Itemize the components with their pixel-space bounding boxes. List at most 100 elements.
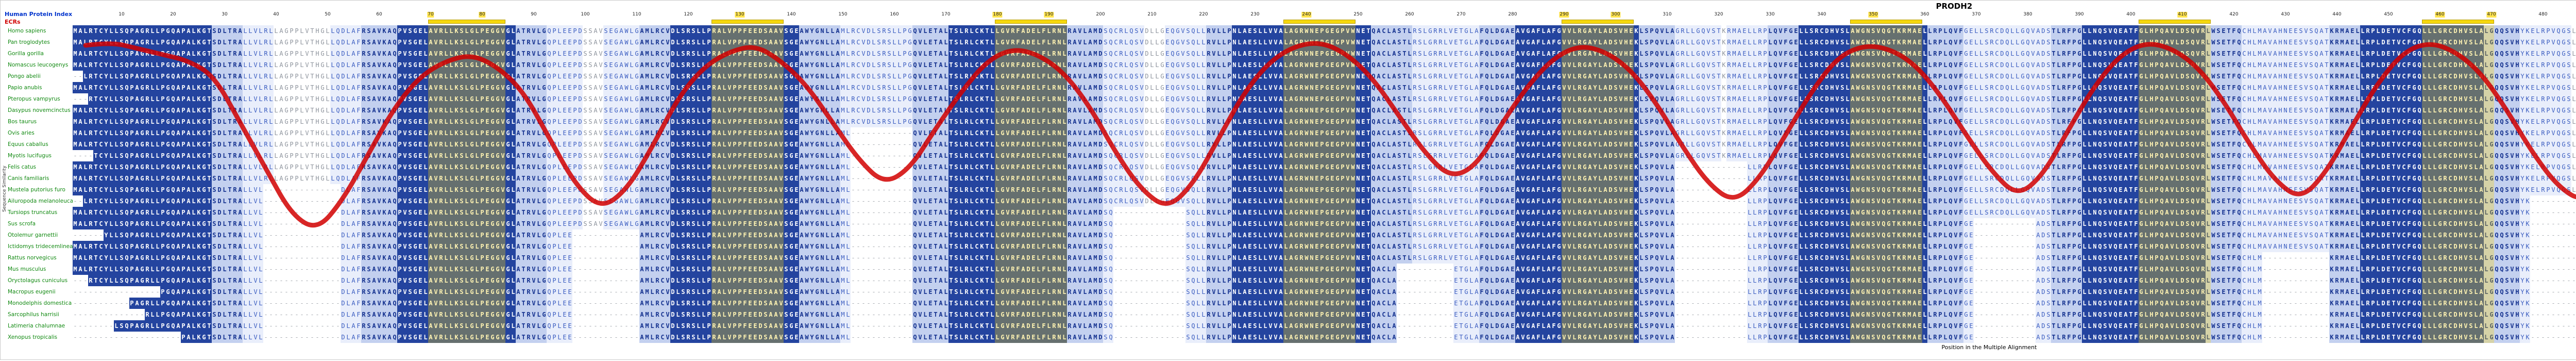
species-label: Bos taurus [1,116,73,127]
position-label: 440 [2332,12,2342,18]
alignment-row: Rattus norvegicus M A L R T C Y L L S Q P A G R L L P G Q A P A… [1,252,2576,264]
species-label: Canis familiaris [1,173,73,184]
position-label: 30 [221,12,228,18]
ecr-block [428,20,505,24]
position-ruler: 10 20 30 40 50 60 70 80 90 100 110 120 130 140 150 160 1… [73,11,2576,19]
position-label: 50 [324,12,331,18]
alignment-area: Homo sapiens M A L R T C Y L L S Q P A G R L L P G Q A P A L K G T S… [1,25,2576,343]
species-label: Oryctolagus cuniculus [1,275,73,286]
alignment-row: Pteropus vampyrus - - - R T C Y L L S Q P A G R L L P G Q A P A… [1,93,2576,105]
species-label: Macropus eugenii [1,286,73,298]
position-label: 280 [1507,12,1517,18]
ecr-block [1562,20,1634,24]
species-label: Ictidomys tridecemlineatus [1,241,73,252]
species-label: Sarcophilus harrisii [1,309,73,320]
position-label: 20 [170,12,176,18]
position-label: 350 [1868,12,1878,18]
alignment-row: Xenopus tropicalis - - - - - - - - - - - - - - - - - - - - - P… [1,332,2576,343]
position-label: 10 [118,12,125,18]
position-label: 480 [2538,12,2548,18]
position-label: 120 [683,12,693,18]
position-label: 430 [2280,12,2290,18]
position-label: 420 [2229,12,2239,18]
ecr-block [2422,20,2494,24]
species-label: Otolemur garnettii [1,229,73,241]
alignment-row: Monodelphis domestica - - - - - - - - - - - P A G R L L P G… [1,298,2576,309]
alignment-row: Oryctolagus cuniculus - - - R T C Y L L S Q P A G R L L P G… [1,275,2576,286]
alignment-row: Papio anubis M A L R T C Y L L S Q P A G R L L P G Q A P A L K G T S… [1,82,2576,93]
species-label: Pteropus vampyrus [1,93,73,105]
position-label: 200 [1095,12,1105,18]
position-label: 470 [2486,12,2497,18]
alignment-row: Pongo abelii - - L R T C Y L L S Q P A G R L L P G Q A P A L K G T S… [1,71,2576,82]
alignment-row: Sus scrofa M A L R T C Y L L S Q P A G R L L P G Q A P A L K G T S D L… [1,218,2576,229]
alignment-row: Dasypus novemcinctus M A L R T C Y L L S Q P A G R L L P G Q… [1,105,2576,116]
x-axis-label: Position in the Multiple Alignment [73,343,2576,352]
alignment-row: Macropus eugenii - - - - - - - - - - - - - - - - - P G Q A P A L… [1,286,2576,298]
species-label: Latimeria chalumnae [1,320,73,332]
species-label: Mustela putorius furo [1,184,73,195]
position-label: 410 [2177,12,2188,18]
alignment-row: Mus musculus M A L R T C Y L L S Q P A G R L L P G Q A P A L K G T S… [1,264,2576,275]
y-axis-label: Sequence Similarity [2,166,7,212]
position-label: 380 [2023,12,2032,18]
position-label: 320 [1714,12,1723,18]
alignment-row: Bos taurus M A L R T C Y L L S Q P A G R L L P G Q A P A L K G T S D L… [1,116,2576,127]
position-label: 300 [1611,12,1621,18]
position-label: 150 [838,12,848,18]
species-label: Dasypus novemcinctus [1,105,73,116]
species-label: Felis catus [1,161,73,173]
position-label: 400 [2126,12,2136,18]
species-label: Homo sapiens [1,25,73,37]
human-protein-index-link[interactable]: Human Protein Index [5,11,72,18]
position-label: 60 [376,12,382,18]
figure-title: PRODH2 [1,2,2576,11]
position-label: 340 [1817,12,1826,18]
alignment-grid: Homo sapiens M A L R T C Y L L S Q P A G R L L P G Q A P A L K G T S… [1,25,2576,343]
ecr-block [1850,20,1922,24]
position-label: 210 [1147,12,1157,18]
species-label: Rattus norvegicus [1,252,73,264]
alignment-row: Felis catus M A L R T C Y L L S Q P A G R L L P G Q A P A L K G T S D… [1,161,2576,173]
species-label: Ovis aries [1,127,73,139]
position-label: 220 [1198,12,1208,18]
species-label: Nomascus leucogenys [1,59,73,71]
species-label: Pongo abelii [1,71,73,82]
species-label: Tursiops truncatus [1,207,73,218]
position-label: 450 [2383,12,2393,18]
position-label: 190 [1044,12,1054,18]
position-label: 40 [273,12,279,18]
alignment-row: Sarcophilus harrisii - - - - - - - - - - - - - - R L L P G Q… [1,309,2576,320]
position-label: 460 [2435,12,2445,18]
alignment-row: Gorilla gorilla M A L R T C Y L L S Q P A G R L L P G Q A P A L K… [1,48,2576,59]
position-label: 260 [1404,12,1414,18]
position-label: 230 [1250,12,1260,18]
position-label: 80 [479,12,486,18]
alignment-row: Tursiops truncatus M A L R T C Y L L S Q P A G R L L P G Q A P… [1,207,2576,218]
position-label: 330 [1765,12,1775,18]
position-label: 170 [941,12,951,18]
alignment-row: Homo sapiens M A L R T C Y L L S Q P A G R L L P G Q A P A L K G T S… [1,25,2576,37]
